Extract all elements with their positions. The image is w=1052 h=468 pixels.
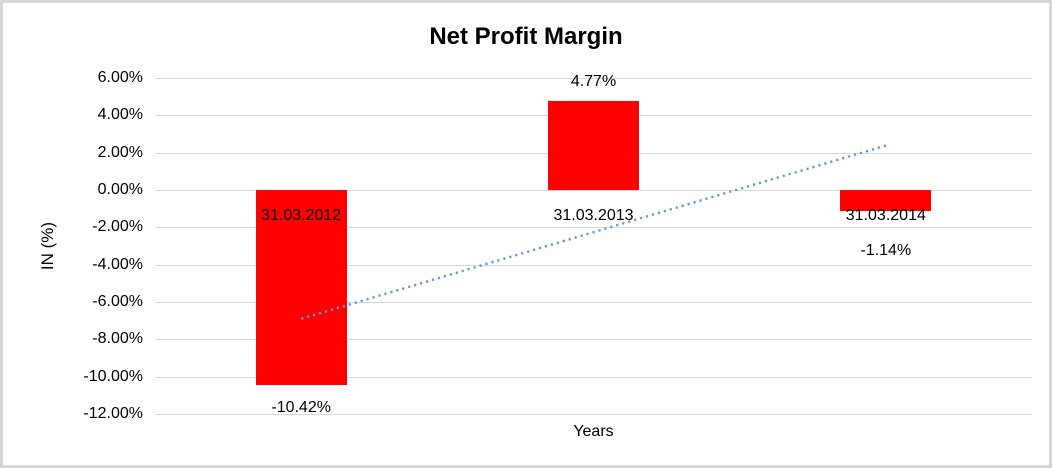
x-axis-title: Years — [573, 423, 614, 440]
y-axis-tick-label: -6.00% — [92, 293, 143, 310]
x-axis-category-label: 31.03.2014 — [845, 207, 926, 224]
gridline — [155, 78, 1032, 79]
data-label: -10.42% — [271, 398, 331, 416]
y-axis-tick-label: -12.00% — [83, 405, 143, 422]
bar-31.03.2013 — [548, 100, 639, 190]
data-label: 4.77% — [570, 72, 617, 90]
x-axis-category-label: 31.03.2012 — [261, 207, 342, 224]
x-axis-category-label: 31.03.2013 — [553, 207, 634, 224]
y-axis-tick-label: -2.00% — [92, 218, 143, 236]
y-axis-tick-label: 2.00% — [97, 143, 143, 161]
y-axis-tick-label: -10.00% — [83, 367, 143, 385]
data-label: -1.14% — [860, 242, 912, 260]
gridline — [155, 414, 1032, 415]
y-axis-tick-label: 0.00% — [97, 181, 143, 198]
chart-title: Net Profit Margin — [429, 23, 623, 50]
y-axis-tick-label: 6.00% — [97, 69, 143, 86]
gridline — [155, 339, 1032, 341]
y-axis-tick-label: 4.00% — [97, 106, 143, 124]
y-axis-tick-label: -8.00% — [92, 330, 143, 348]
y-axis-tick-label: -4.00% — [92, 255, 143, 273]
gridline — [155, 376, 1032, 378]
